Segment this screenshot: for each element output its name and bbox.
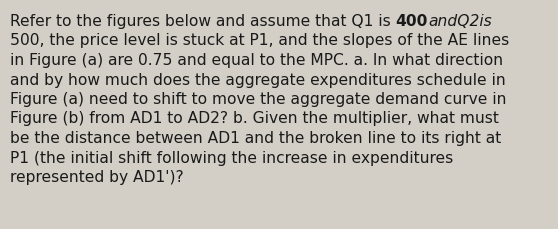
Text: 400: 400 xyxy=(396,14,428,29)
Text: and by how much does the aggregate expenditures schedule in: and by how much does the aggregate expen… xyxy=(10,72,506,87)
Text: Refer to the figures below and assume that Q1 is: Refer to the figures below and assume th… xyxy=(10,14,396,29)
Text: P1 (the initial shift following the increase in expenditures: P1 (the initial shift following the incr… xyxy=(10,150,453,165)
Text: Figure (a) need to shift to move the aggregate demand curve in: Figure (a) need to shift to move the agg… xyxy=(10,92,507,106)
Text: Figure (b) from AD1 to AD2? b. Given the multiplier, what must: Figure (b) from AD1 to AD2? b. Given the… xyxy=(10,111,499,126)
Text: in Figure (a) are 0.75 and equal to the MPC. a. In what direction: in Figure (a) are 0.75 and equal to the … xyxy=(10,53,503,68)
Text: represented by AD1')?: represented by AD1')? xyxy=(10,169,184,184)
Text: andQ2is: andQ2is xyxy=(428,14,492,29)
Text: 500, the price level is stuck at P1, and the slopes of the AE lines: 500, the price level is stuck at P1, and… xyxy=(10,33,509,48)
Text: be the distance between AD1 and the broken line to its right at: be the distance between AD1 and the brok… xyxy=(10,131,501,145)
